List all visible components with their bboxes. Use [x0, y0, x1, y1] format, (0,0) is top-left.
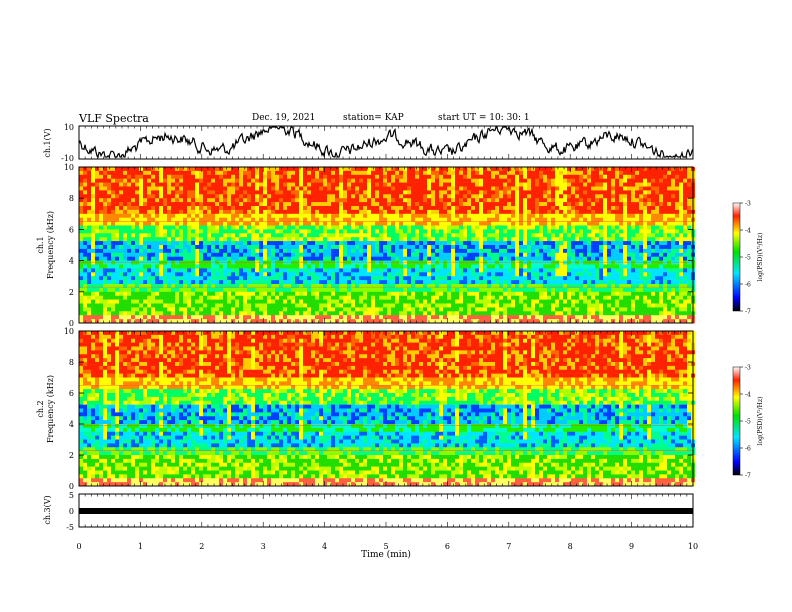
ytick-label: 0 [69, 319, 74, 328]
xtick-label: 7 [506, 542, 511, 551]
ytick-label: 4 [69, 420, 74, 429]
colorbar-ch2-label: log(PSD)(V²/Hz) [757, 397, 764, 446]
ytick-label: 6 [69, 225, 74, 234]
colorbar-tick-label: -3 [745, 365, 751, 372]
colorbar-ch2-scale [732, 366, 741, 476]
ch1-ylabel: ch.1(V) [43, 128, 52, 157]
ytick-label: 2 [69, 288, 74, 297]
colorbar-ch1-scale [732, 202, 741, 312]
ch3-ylabel: ch.3(V) [43, 495, 52, 524]
ytick-label: 0 [69, 482, 74, 491]
ytick-label: 4 [69, 257, 74, 266]
ch1-spec-ylabel-line2: Frequency (kHz) [46, 211, 55, 279]
ch2-spec-ylabel-line1: ch.2 [36, 400, 45, 417]
date-label: Dec. 19, 2021 [252, 113, 316, 123]
colorbar-tick-label: -6 [745, 446, 751, 453]
ch2-spec-yticks: 0 2 4 6 8 10 [64, 327, 693, 491]
xtick-label: 2 [199, 542, 204, 551]
colorbar-tick-label: -3 [745, 201, 751, 208]
ch2-spec-ylabel-line2: Frequency (kHz) [46, 375, 55, 443]
ytick-label: 8 [69, 194, 74, 203]
time-axis-label: Time (min) [361, 549, 411, 560]
ytick-label: 10 [64, 327, 74, 336]
xtick-label: 0 [76, 542, 81, 551]
colorbar-tick-label: -6 [745, 282, 751, 289]
xtick-label: 1 [138, 542, 143, 551]
colorbar-tick-label: -7 [745, 309, 751, 316]
time-axis: 0 1 2 3 4 5 6 7 8 9 10 [76, 126, 698, 551]
ytick-label: 2 [69, 451, 74, 460]
xtick-label: 4 [322, 542, 327, 551]
xtick-label: 8 [568, 542, 573, 551]
xtick-label: 9 [629, 542, 634, 551]
ch2-spectrogram-image [79, 331, 695, 487]
station-label: station= KAP [343, 113, 404, 123]
ch3-ytick-bottom: -5 [66, 523, 74, 532]
ytick-label: 6 [69, 389, 74, 398]
start-time-label: start UT = 10: 30: 1 [438, 113, 530, 123]
ch1-spec-yticks: 0 2 4 6 8 10 [64, 163, 693, 328]
ytick-label: 8 [69, 358, 74, 367]
colorbar-tick-label: -5 [745, 255, 751, 262]
ch3-waveform-band [79, 508, 693, 514]
ch1-ytick-bottom: -10 [61, 154, 74, 163]
ch1-spectrogram-image [79, 167, 695, 324]
xtick-label: 5 [383, 542, 388, 551]
colorbar-ch2: -3 -4 -5 -6 -7 log(PSD)(V²/Hz) [732, 365, 764, 480]
xtick-label: 6 [445, 542, 450, 551]
xtick-label: 3 [261, 542, 266, 551]
chart-title: VLF Spectra [79, 112, 149, 125]
ch1-spec-ylabel-line1: ch.1 [36, 236, 45, 253]
colorbar-tick-label: -7 [745, 473, 751, 480]
panel-ch1-spectrogram: 0 2 4 6 8 10 ch.1 Frequency (kHz) [36, 163, 695, 328]
colorbar-ch1: -3 -4 -5 -6 -7 log(PSD)(V²/Hz) [732, 201, 764, 316]
ytick-label: 10 [64, 163, 74, 172]
ch1-ytick-top: 10 [64, 123, 74, 132]
colorbar-tick-label: -5 [745, 419, 751, 426]
panel-ch2-spectrogram: 0 2 4 6 8 10 ch.2 Frequency (kHz) [36, 327, 695, 491]
colorbar-tick-label: -4 [745, 392, 751, 399]
ch1-waveform-line [78, 125, 694, 159]
ch3-ytick-top: 5 [69, 491, 74, 500]
colorbar-ch1-label: log(PSD)(V²/Hz) [757, 233, 764, 282]
xtick-label: 10 [688, 542, 698, 551]
colorbar-tick-label: -4 [745, 228, 751, 235]
ch3-ytick-mid: 0 [69, 507, 74, 516]
